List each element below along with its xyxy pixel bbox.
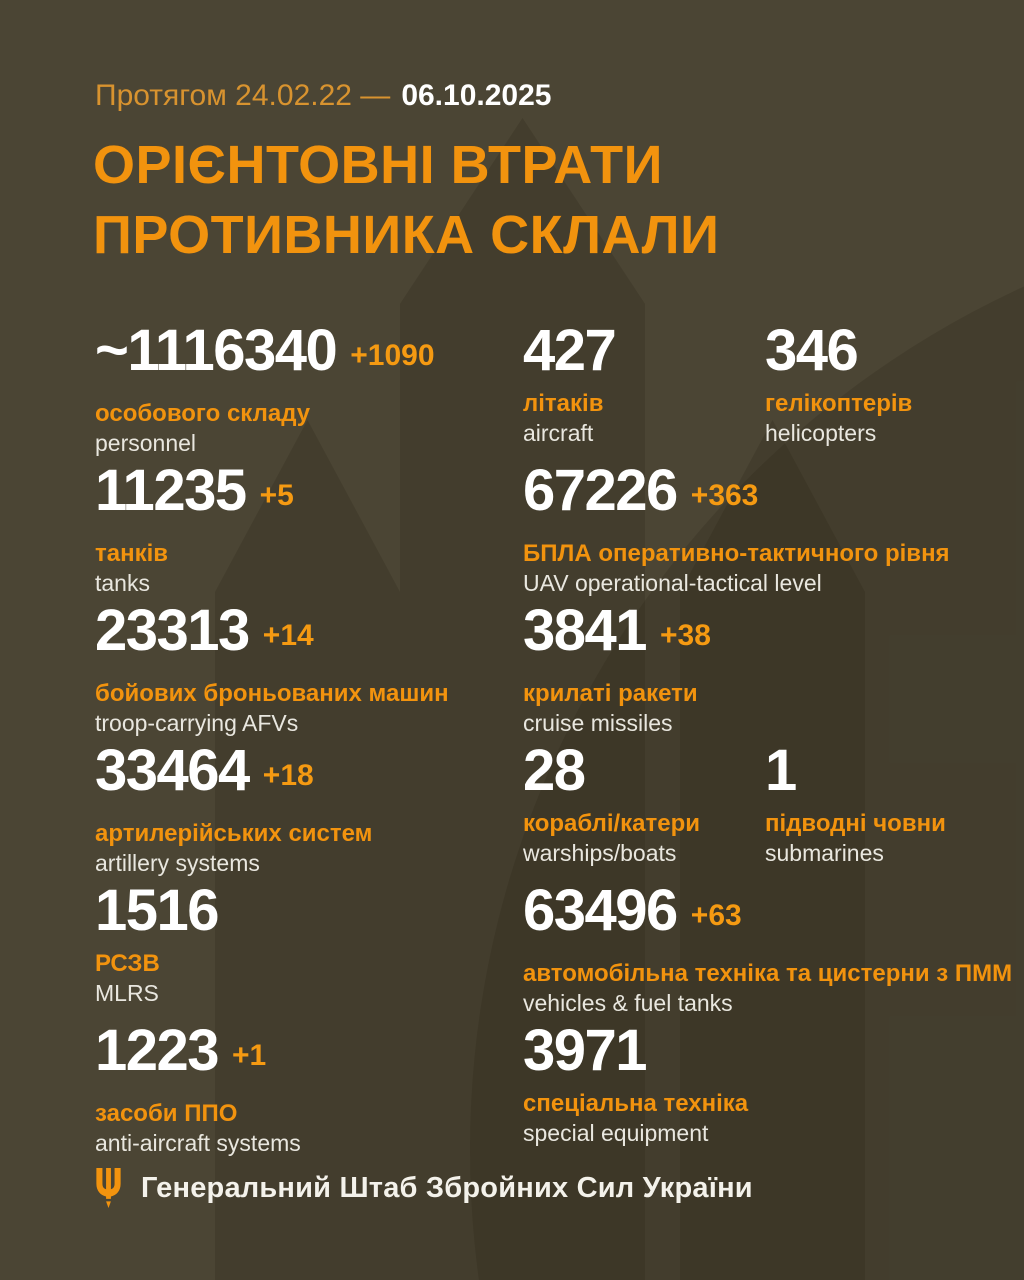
stat-afv: 23313 +14 бойових броньованих машин troop… — [95, 602, 449, 738]
stat-mlrs-label-uk: РСЗВ — [95, 950, 160, 977]
stat-uav-label-en: UAV operational-tactical level — [523, 570, 822, 596]
stat-anti-aircraft-value: 1223 — [95, 1018, 220, 1083]
stat-aircraft: 427 літаків aircraft — [523, 322, 617, 448]
stat-warships: 28 кораблі/катери warships/boats — [523, 742, 700, 868]
title-line-1: ОРІЄНТОВНІ ВТРАТИ — [93, 135, 663, 195]
stat-aircraft-label-en: aircraft — [523, 420, 594, 446]
stat-tanks-label-uk: танків — [95, 540, 169, 567]
stat-special-equipment: 3971 спеціальна техніка special equipmen… — [523, 1022, 748, 1148]
stat-vehicles-fuel-delta: +63 — [690, 899, 742, 932]
stat-submarines: 1 підводні човни submarines — [765, 742, 946, 868]
reporting-period: Протягом 24.02.22 — 06.10.2025 — [95, 79, 551, 113]
stat-mlrs: 1516 РСЗВ MLRS — [95, 882, 220, 1008]
stat-special-equipment-label-en: special equipment — [523, 1120, 709, 1146]
stat-helicopters-value: 346 — [765, 318, 859, 383]
period-prefix: Протягом 24.02.22 — — [95, 79, 391, 112]
stat-vehicles-fuel-label-uk: автомобільна техніка та цистерни з ПММ — [523, 960, 1013, 987]
stat-vehicles-fuel-value: 63496 — [523, 878, 678, 943]
stat-artillery-label-en: artillery systems — [95, 850, 260, 876]
watermark-trident-right-prong — [680, 420, 865, 1280]
footer-organization: Генеральний Штаб Збройних Сил України — [141, 1171, 753, 1204]
stat-uav: 67226 +363 БПЛА оперативно-тактичного рів… — [523, 462, 950, 598]
stat-uav-value: 67226 — [523, 458, 678, 523]
poster-title: ОРІЄНТОВНІ ВТРАТИ ПРОТИВНИКА СКЛАЛИ — [93, 130, 719, 270]
stat-personnel-delta: +1090 — [350, 339, 435, 372]
stat-warships-label-en: warships/boats — [523, 840, 677, 866]
stat-personnel-value: ~1116340 — [95, 318, 338, 383]
stat-artillery-label-uk: артилерійських систем — [95, 820, 373, 847]
stat-anti-aircraft-label-uk: засоби ППО — [95, 1100, 238, 1127]
stat-helicopters-label-en: helicopters — [765, 420, 877, 446]
stat-tanks-label-en: tanks — [95, 570, 150, 596]
stat-cruise-missiles-label-uk: крилаті ракети — [523, 680, 698, 707]
stat-submarines-label-uk: підводні човни — [765, 810, 946, 837]
stat-anti-aircraft-label-en: anti-aircraft systems — [95, 1130, 301, 1156]
watermark-trident-middle-prong — [400, 118, 645, 1280]
stat-cruise-missiles: 3841 +38 крилаті ракети cruise missiles — [523, 602, 711, 738]
stat-mlrs-label-en: MLRS — [95, 980, 159, 1006]
stat-anti-aircraft-delta: +1 — [232, 1039, 267, 1072]
title-line-2: ПРОТИВНИКА СКЛАЛИ — [93, 205, 720, 265]
stat-warships-label-uk: кораблі/катери — [523, 810, 701, 837]
stat-afv-value: 23313 — [95, 598, 250, 663]
stat-special-equipment-value: 3971 — [523, 1018, 648, 1083]
stat-tanks-delta: +5 — [259, 479, 294, 512]
stat-special-equipment-label-uk: спеціальна техніка — [523, 1090, 749, 1117]
stat-cruise-missiles-value: 3841 — [523, 598, 648, 663]
watermark-trident-left-prong — [215, 420, 400, 1280]
stat-vehicles-fuel-label-en: vehicles & fuel tanks — [523, 990, 733, 1016]
stat-personnel: ~1116340 +1090 особового складу personnel — [95, 322, 435, 458]
stat-afv-label-en: troop-carrying AFVs — [95, 710, 299, 736]
stat-artillery-value: 33464 — [95, 738, 250, 803]
stat-helicopters-label-uk: гелікоптерів — [765, 390, 913, 417]
tryzub-trident-icon — [96, 1168, 121, 1208]
stat-afv-label-uk: бойових броньованих машин — [95, 680, 449, 707]
stat-tanks-value: 11235 — [95, 458, 247, 523]
stat-cruise-missiles-delta: +38 — [660, 619, 711, 652]
stat-submarines-value: 1 — [765, 738, 797, 803]
stat-warships-value: 28 — [523, 738, 586, 803]
stat-personnel-label-en: personnel — [95, 430, 197, 456]
stat-aircraft-label-uk: літаків — [523, 390, 604, 417]
stat-tanks: 11235 +5 танків tanks — [95, 462, 294, 598]
stat-artillery-delta: +18 — [262, 759, 314, 792]
stat-aircraft-value: 427 — [523, 318, 617, 383]
stat-cruise-missiles-label-en: cruise missiles — [523, 710, 673, 736]
stat-vehicles-fuel: 63496 +63 автомобільна техніка та цистерн… — [523, 882, 1012, 1018]
stat-afv-delta: +14 — [262, 619, 314, 652]
stat-uav-label-uk: БПЛА оперативно-тактичного рівня — [523, 540, 950, 567]
stat-submarines-label-en: submarines — [765, 840, 884, 866]
footer: Генеральний Штаб Збройних Сил України — [95, 1168, 753, 1208]
stat-helicopters: 346 гелікоптерів helicopters — [765, 322, 912, 448]
stat-artillery: 33464 +18 артилерійських систем artillery… — [95, 742, 372, 878]
stat-personnel-label-uk: особового складу — [95, 400, 311, 427]
stat-mlrs-value: 1516 — [95, 878, 220, 943]
stat-anti-aircraft: 1223 +1 засоби ППО anti-aircraft systems — [95, 1022, 301, 1158]
report-date: 06.10.2025 — [401, 79, 552, 112]
stat-uav-delta: +363 — [690, 479, 759, 512]
